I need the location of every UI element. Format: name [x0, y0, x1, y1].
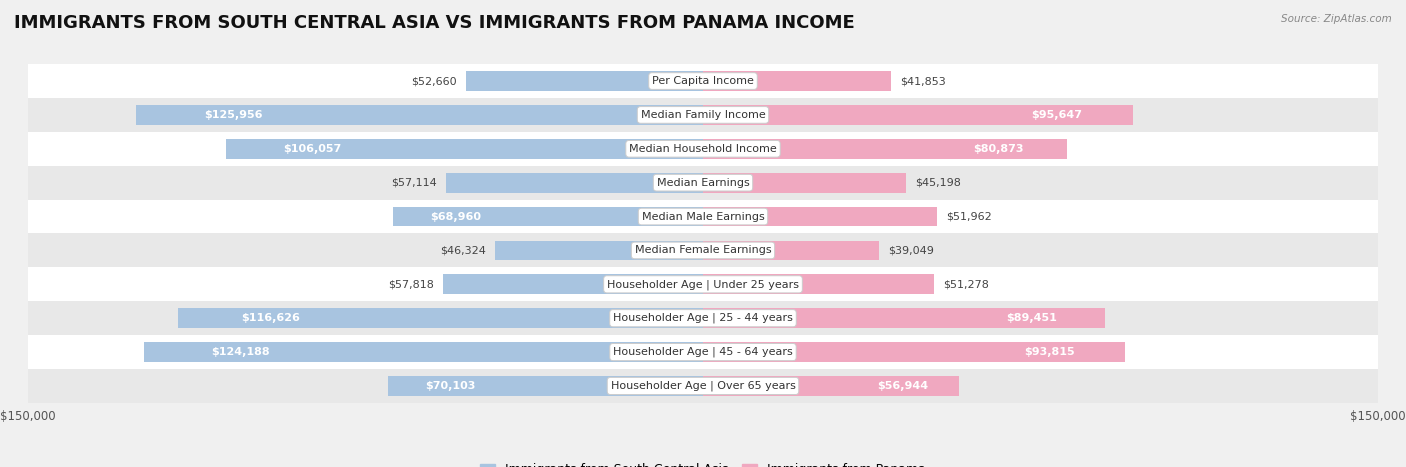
Text: $124,188: $124,188 [211, 347, 270, 357]
Text: Source: ZipAtlas.com: Source: ZipAtlas.com [1281, 14, 1392, 24]
Text: Median Earnings: Median Earnings [657, 177, 749, 188]
Bar [703, 308, 1105, 328]
Bar [443, 275, 703, 294]
Text: Householder Age | Under 25 years: Householder Age | Under 25 years [607, 279, 799, 290]
Text: Median Male Earnings: Median Male Earnings [641, 212, 765, 221]
Bar [392, 207, 703, 226]
Bar [28, 301, 1378, 335]
Text: $46,324: $46,324 [440, 246, 485, 255]
Text: Householder Age | Over 65 years: Householder Age | Over 65 years [610, 381, 796, 391]
Text: $80,873: $80,873 [973, 144, 1024, 154]
Text: $89,451: $89,451 [1007, 313, 1057, 323]
Bar [226, 139, 703, 159]
Text: Householder Age | 25 - 44 years: Householder Age | 25 - 44 years [613, 313, 793, 324]
Text: $51,962: $51,962 [946, 212, 991, 221]
Bar [703, 173, 907, 192]
Bar [446, 173, 703, 192]
Bar [703, 71, 891, 91]
Text: Per Capita Income: Per Capita Income [652, 76, 754, 86]
Bar [28, 335, 1378, 369]
Bar [495, 241, 703, 260]
Text: $39,049: $39,049 [887, 246, 934, 255]
Text: Median Family Income: Median Family Income [641, 110, 765, 120]
Text: $41,853: $41,853 [900, 76, 946, 86]
Bar [703, 342, 1125, 362]
Text: Median Female Earnings: Median Female Earnings [634, 246, 772, 255]
Bar [703, 139, 1067, 159]
Bar [28, 199, 1378, 234]
Bar [703, 376, 959, 396]
Text: $45,198: $45,198 [915, 177, 962, 188]
Text: $57,818: $57,818 [388, 279, 434, 290]
Bar [388, 376, 703, 396]
Text: $106,057: $106,057 [283, 144, 342, 154]
Text: $125,956: $125,956 [204, 110, 263, 120]
Bar [703, 241, 879, 260]
Text: $57,114: $57,114 [391, 177, 437, 188]
Bar [703, 207, 936, 226]
Legend: Immigrants from South Central Asia, Immigrants from Panama: Immigrants from South Central Asia, Immi… [479, 463, 927, 467]
Text: IMMIGRANTS FROM SOUTH CENTRAL ASIA VS IMMIGRANTS FROM PANAMA INCOME: IMMIGRANTS FROM SOUTH CENTRAL ASIA VS IM… [14, 14, 855, 32]
Bar [28, 64, 1378, 98]
Text: $51,278: $51,278 [942, 279, 988, 290]
Bar [179, 308, 703, 328]
Bar [465, 71, 703, 91]
Bar [145, 342, 703, 362]
Text: $68,960: $68,960 [430, 212, 481, 221]
Text: $52,660: $52,660 [412, 76, 457, 86]
Bar [28, 132, 1378, 166]
Bar [703, 275, 934, 294]
Text: $95,647: $95,647 [1031, 110, 1081, 120]
Text: Median Household Income: Median Household Income [628, 144, 778, 154]
Text: $116,626: $116,626 [242, 313, 299, 323]
Text: $93,815: $93,815 [1024, 347, 1074, 357]
Bar [28, 369, 1378, 403]
Bar [136, 105, 703, 125]
Bar [28, 268, 1378, 301]
Text: $56,944: $56,944 [877, 381, 928, 391]
Bar [28, 234, 1378, 268]
Bar [703, 105, 1133, 125]
Bar [28, 166, 1378, 199]
Bar [28, 98, 1378, 132]
Text: Householder Age | 45 - 64 years: Householder Age | 45 - 64 years [613, 347, 793, 357]
Text: $70,103: $70,103 [426, 381, 475, 391]
